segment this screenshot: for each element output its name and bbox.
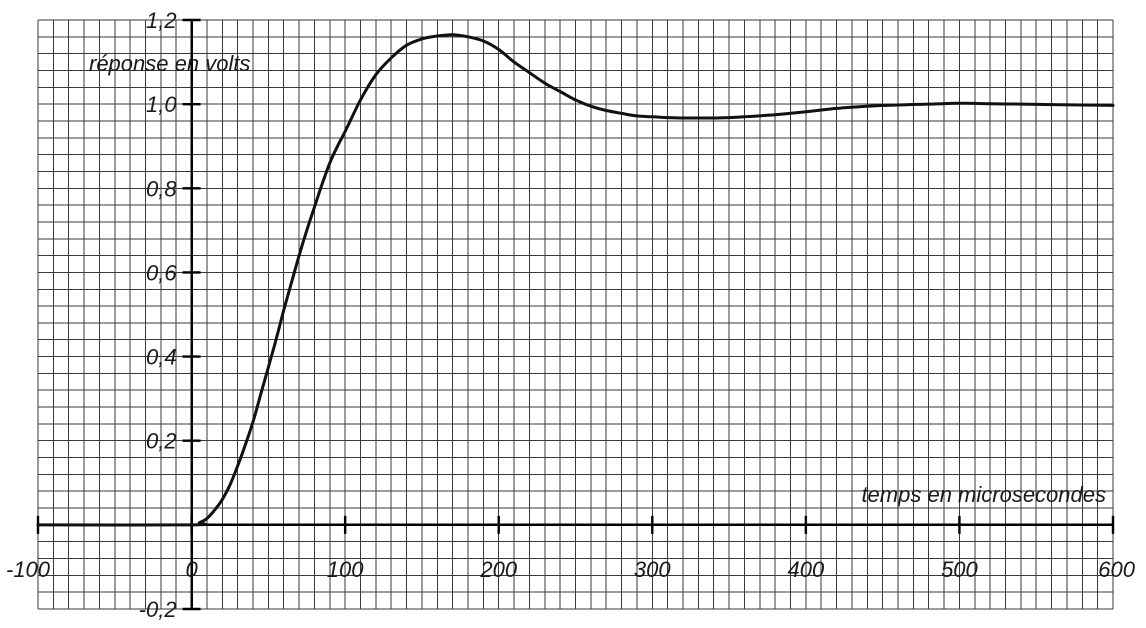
x-tick-label: 100 xyxy=(327,557,364,582)
y-tick-label: 1,2 xyxy=(146,8,177,33)
y-tick-label: 1,0 xyxy=(146,92,177,117)
y-tick-label: -0,2 xyxy=(139,597,177,622)
grid xyxy=(37,19,1114,610)
x-tick-label: 200 xyxy=(479,557,517,582)
y-tick-label: 0,6 xyxy=(146,260,177,285)
x-axis-label: temps en microsecondes xyxy=(861,482,1106,507)
axes xyxy=(38,20,1113,609)
x-tick-label: 0 xyxy=(185,557,198,582)
x-tick-label: 500 xyxy=(941,557,978,582)
x-tick-label: 600 xyxy=(1098,557,1135,582)
y-axis-label: réponse en volts xyxy=(89,51,250,76)
tick-labels: -100 0 100 200 300 400 500 600 1,2 1,0 0,8 0,6 0,4 0,… xyxy=(6,8,1136,622)
y-tick-label: 0,4 xyxy=(146,345,177,370)
y-tick-label: 0,2 xyxy=(146,429,177,454)
y-tick-label: 0,8 xyxy=(146,176,177,201)
x-tick-label: 300 xyxy=(634,557,671,582)
x-tick-label: -100 xyxy=(6,557,51,582)
response-curve xyxy=(36,33,1115,527)
x-tick-label: 400 xyxy=(787,557,824,582)
